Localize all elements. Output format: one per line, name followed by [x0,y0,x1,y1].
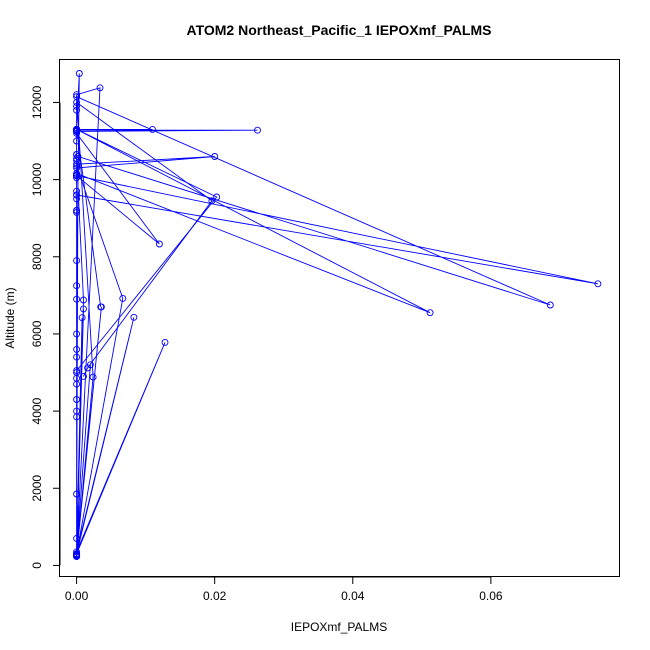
y-tick-label: 12000 [30,85,44,119]
data-point [149,125,156,133]
data-point [73,551,81,559]
x-axis-label: IEPOXmf_PALMS [291,620,387,634]
data-point [73,353,81,361]
data-point [73,548,81,556]
data-point [161,338,169,346]
data-point [73,207,81,214]
data-point [80,305,87,313]
data-point [73,295,81,303]
data-point [73,208,81,216]
data-point [213,193,221,201]
data-point [211,153,219,160]
data-point [130,313,138,321]
data-point [73,125,81,133]
data-point [73,195,81,203]
plot-frame [59,59,620,577]
data-point [119,294,127,302]
data-layer [73,70,602,561]
x-tick-label: 0.04 [341,589,365,603]
data-point [73,330,81,338]
data-point [73,162,81,170]
data-point [73,160,81,168]
data-point [73,367,81,375]
data-point [80,372,87,380]
data-point [73,191,81,199]
x-tick-label: 0.02 [203,589,227,603]
series-line [76,87,166,556]
series-1 [73,70,602,561]
y-tick-label: 10000 [30,163,44,197]
data-point [73,106,81,114]
data-point [73,380,81,388]
data-point [73,151,81,158]
series-2 [73,84,169,560]
y-axis: 0 2000 4000 6000 8000 10000 12000 [30,85,61,569]
data-point [73,187,81,195]
data-point [73,91,81,99]
x-tick-label: 0.00 [65,589,89,603]
data-point [73,396,81,403]
data-point [73,345,81,353]
chart-title: ATOM2 Northeast_Pacific_1 IEPOXmf_PALMS [187,22,492,38]
data-point [254,126,261,134]
data-point [73,129,81,137]
data-point [74,153,82,160]
data-point [73,98,81,106]
data-point [73,257,81,265]
x-tick-label: 0.06 [479,589,503,603]
x-axis: 0.00 0.02 0.04 0.06 [65,576,503,603]
data-point [78,314,86,322]
data-point [73,102,81,110]
data-point [155,240,163,248]
data-point [75,70,83,77]
data-point [96,84,104,92]
data-point [84,364,92,372]
y-tick-label: 4000 [30,397,44,424]
data-point [73,164,81,172]
data-point [73,174,81,182]
data-point [208,197,216,205]
y-tick-label: 0 [30,562,44,569]
series-line [76,73,598,557]
y-tick-label: 2000 [30,475,44,502]
data-point [97,303,105,311]
data-point [73,172,81,180]
data-point [73,169,81,177]
y-tick-label: 6000 [30,320,44,347]
data-point [594,280,602,288]
data-point [426,309,434,317]
data-point [89,373,97,381]
y-tick-label: 8000 [30,243,44,270]
data-point [73,282,81,290]
data-point [546,301,554,309]
data-point [80,296,87,304]
y-axis-label: Altitude (m) [3,287,17,348]
series-3 [73,98,216,380]
data-point [73,369,81,376]
